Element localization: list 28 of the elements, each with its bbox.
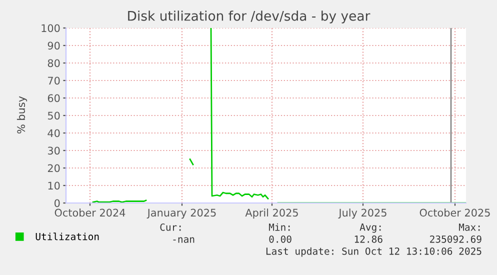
y-tick-label: 60 [48,94,60,102]
text: -nan [173,237,194,243]
y-tick-label: 20 [48,164,60,172]
text: Max: [458,224,480,231]
y-tick-label: 90 [48,42,60,50]
x-tick-label: October 2024 [54,208,126,217]
text: Last update: Sun Oct 12 13:10:06 2025 [266,247,482,257]
x-tick-label: October 2025 [420,208,490,217]
x-tick-label: July 2025 [338,208,386,219]
y-tick-label: 80 [48,59,60,68]
y-tick-label: 30 [48,146,60,155]
y-tick-label: 0 [54,199,60,208]
y-tick-label: 100 [42,24,60,32]
y-tick-label: 50 [48,112,60,120]
legend-label: Utilization [36,232,99,240]
text: Cur: [160,223,181,231]
x-tick-label: April 2025 [245,208,298,219]
text: Avg: [360,224,381,233]
text: 235092.69 [430,235,482,243]
y-tick-label: 10 [48,182,60,190]
y-axis-title: % busy [16,96,28,134]
text: 0.00 [269,235,292,243]
y-tick-label: 40 [48,129,60,138]
x-tick-label: January 2025 [146,208,216,219]
chart-title: Disk utilization for /dev/sda - by year [128,10,370,24]
y-tick-label: 70 [48,76,60,85]
text: Min: [268,223,290,231]
text: 12.86 [354,235,382,243]
